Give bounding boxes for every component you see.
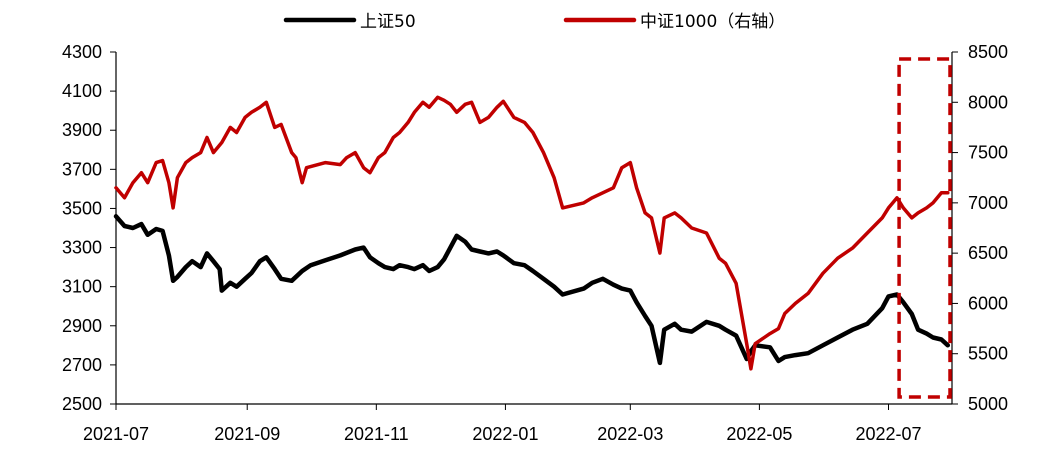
right-y-tick-label: 7500	[968, 143, 1008, 163]
x-tick-label: 2021-07	[83, 424, 149, 444]
highlight-box	[897, 57, 952, 399]
series-line-2	[114, 95, 950, 371]
x-tick-label: 2022-01	[472, 424, 538, 444]
left-y-tick-label: 2700	[62, 355, 102, 375]
left-y-tick-label: 3100	[62, 277, 102, 297]
x-tick-label: 2022-03	[597, 424, 663, 444]
right-y-tick-label: 7000	[968, 193, 1008, 213]
left-y-tick-label: 3500	[62, 198, 102, 218]
left-y-tick-label: 3300	[62, 238, 102, 258]
right-y-tick-label: 6500	[968, 243, 1008, 263]
right-y-tick-label: 5000	[968, 394, 1008, 414]
x-tick-label: 2022-05	[726, 424, 792, 444]
legend-label-2: 中证1000（右轴）	[640, 12, 785, 32]
left-y-tick-label: 3700	[62, 159, 102, 179]
left-y-tick-label: 4300	[62, 42, 102, 62]
left-y-tick-label: 2900	[62, 316, 102, 336]
x-tick-label: 2022-07	[855, 424, 921, 444]
x-tick-label: 2021-09	[214, 424, 280, 444]
left-y-tick-label: 2500	[62, 394, 102, 414]
series-line-1	[113, 214, 951, 366]
x-tick-label: 2021-11	[344, 424, 409, 444]
left-y-tick-label: 4100	[62, 81, 102, 101]
left-y-tick-label: 3900	[62, 120, 102, 140]
legend-label-1: 上证50	[360, 12, 416, 32]
right-y-tick-label: 8500	[968, 42, 1008, 62]
right-y-tick-label: 8000	[968, 92, 1008, 112]
right-y-tick-label: 6000	[968, 293, 1008, 313]
right-y-tick-label: 5500	[968, 344, 1008, 364]
